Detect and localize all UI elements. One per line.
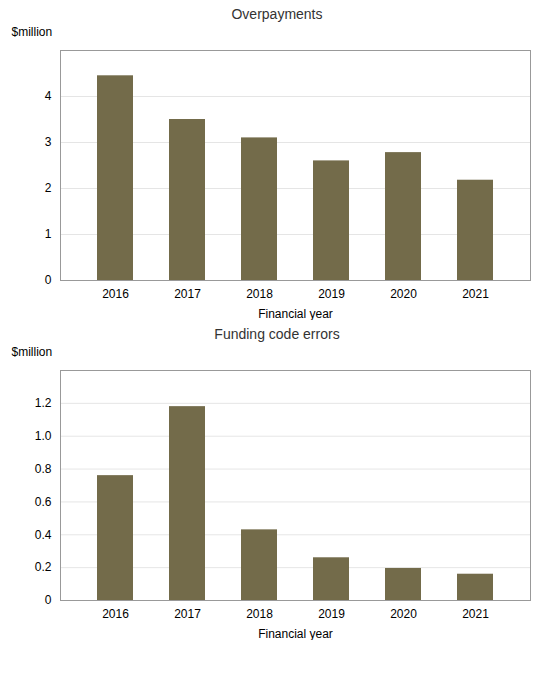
svg-text:0.6: 0.6 — [35, 495, 52, 509]
svg-text:2016: 2016 — [102, 287, 129, 301]
svg-text:$million: $million — [12, 25, 53, 39]
svg-text:0.8: 0.8 — [35, 462, 52, 476]
svg-text:$million: $million — [12, 345, 53, 359]
svg-text:3: 3 — [45, 135, 52, 149]
svg-text:4: 4 — [45, 89, 52, 103]
svg-text:Financial year: Financial year — [258, 307, 333, 321]
html-text:Overpayments: Overpayments — [231, 6, 323, 22]
svg-text:2019: 2019 — [318, 287, 345, 301]
svg-text:2: 2 — [45, 181, 52, 195]
svg-text:2019: 2019 — [318, 607, 345, 621]
svg-text:2020: 2020 — [390, 287, 417, 301]
svg-text:Financial year: Financial year — [258, 627, 333, 641]
svg-text:2017: 2017 — [174, 287, 201, 301]
svg-text:1.0: 1.0 — [35, 429, 52, 443]
svg-text:2021: 2021 — [462, 287, 489, 301]
svg-text:2017: 2017 — [174, 607, 201, 621]
svg-text:2018: 2018 — [246, 287, 273, 301]
svg-text:1: 1 — [45, 227, 52, 241]
svg-text:0.4: 0.4 — [35, 528, 52, 542]
svg-text:0: 0 — [45, 593, 52, 607]
svg-text:2020: 2020 — [390, 607, 417, 621]
svg-text:1.2: 1.2 — [35, 396, 52, 410]
html-text:Funding code errors: Funding code errors — [214, 326, 340, 342]
svg-text:0: 0 — [45, 273, 52, 287]
svg-text:2016: 2016 — [102, 607, 129, 621]
svg-text:2018: 2018 — [246, 607, 273, 621]
svg-text:2021: 2021 — [462, 607, 489, 621]
svg-text:0.2: 0.2 — [35, 560, 52, 574]
